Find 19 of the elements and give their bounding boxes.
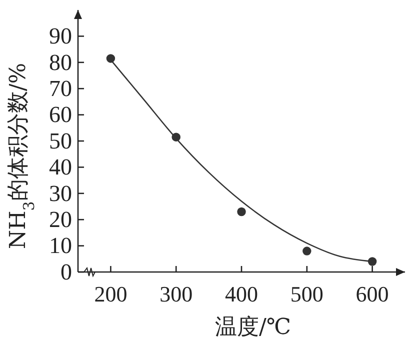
y-tick-label: 70: [49, 76, 72, 101]
point: [106, 54, 116, 63]
y-tick-label: 0: [60, 259, 72, 284]
y-tick-label: 80: [49, 50, 72, 75]
x-tick-label: 400: [225, 282, 258, 307]
y-tick-label: 10: [49, 233, 72, 258]
x-tick-label: 200: [94, 282, 128, 307]
x-tick-label: 600: [356, 282, 389, 307]
y-tick-label: 40: [49, 154, 72, 180]
y-tick-label: 20: [49, 206, 72, 232]
y-tick-label: 50: [49, 128, 72, 154]
point: [302, 246, 312, 256]
y-tick-label: 30: [49, 180, 72, 206]
point: [237, 207, 246, 216]
x-tick-label: 300: [160, 282, 193, 307]
y-tick-label: 60: [49, 102, 72, 128]
x-axis-title: 温度/℃: [214, 315, 292, 339]
x-tick-label: 500: [290, 282, 324, 307]
y-tick-label: 90: [49, 24, 72, 49]
